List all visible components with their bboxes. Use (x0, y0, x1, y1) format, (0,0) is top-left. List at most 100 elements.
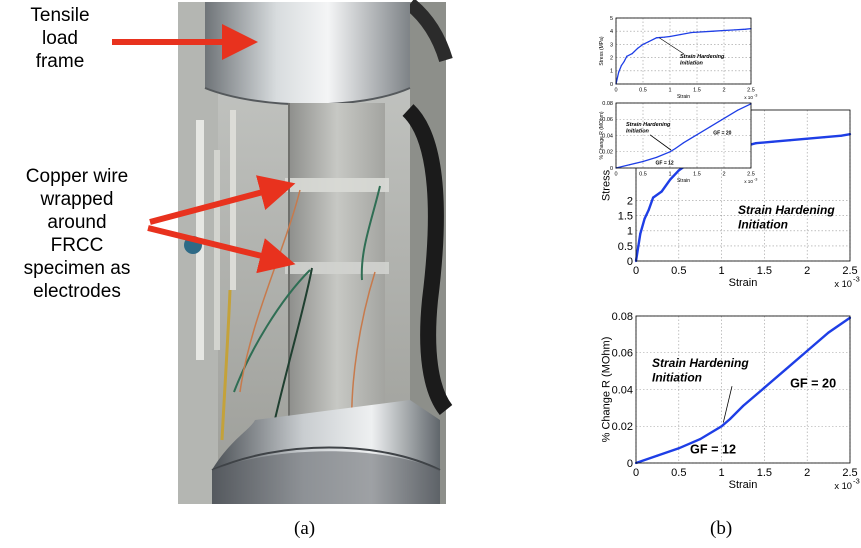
x-tick-label: 1 (719, 265, 725, 277)
data-line (615, 27, 752, 85)
y-tick-label: 0.06 (612, 348, 633, 360)
caption-a: (a) (294, 518, 316, 539)
tensile-label-line: load (42, 28, 78, 49)
x-tick-label: 0.5 (671, 265, 686, 277)
plot-area (616, 18, 751, 84)
axes-box (615, 17, 752, 85)
x-exponent: -3 (853, 477, 860, 486)
copper-arrow-upper (149, 175, 296, 225)
data-point (691, 31, 693, 34)
strain-hardening-label: Initiation (652, 370, 702, 384)
strain-hardening-label: Initiation (738, 217, 788, 231)
y-tick-label: 0.02 (602, 150, 613, 156)
x-exponent: -3 (754, 93, 757, 97)
data-point (763, 386, 766, 389)
data-point (620, 64, 623, 67)
x-axis-label: Strain (729, 277, 758, 289)
y-tick-label: 0 (610, 82, 613, 88)
strain-hardening-label: Initiation (680, 61, 704, 67)
y-tick-label: 1 (627, 226, 633, 238)
x-tick-label: 2.5 (842, 265, 857, 277)
gf-label: GF = 12 (655, 160, 673, 166)
data-point (631, 53, 633, 55)
x-tick-label: 0 (614, 172, 617, 178)
y-tick-label: 1.5 (618, 211, 633, 223)
data-line (615, 103, 752, 169)
data-point (677, 447, 680, 450)
data-point (699, 438, 702, 441)
x-tick-label: 1 (719, 467, 725, 479)
photo-frame (178, 0, 453, 504)
data-point (652, 196, 655, 199)
strain-hardening-label: Strain Hardening (652, 356, 749, 370)
data-point (682, 142, 685, 144)
data-point (784, 368, 787, 371)
caption-b: (b) (710, 518, 733, 539)
data-point (729, 417, 732, 420)
y-axis-label: % Change R (MOhm) (601, 337, 613, 443)
x-tick-label: 1.5 (693, 172, 701, 178)
copper-label-line: FRCC (50, 235, 104, 256)
copper-label-line: electrodes (33, 281, 121, 302)
x-tick-label: 2 (722, 88, 725, 94)
data-point (656, 454, 659, 457)
data-point (745, 28, 747, 30)
copper-label-line: Copper wire (25, 166, 129, 187)
x-tick-label: 2.5 (747, 88, 755, 94)
copper-wire-label: Copper wire wrapped around FRCC specimen… (2, 165, 152, 303)
y-tick-label: 0 (627, 256, 633, 268)
data-point (642, 43, 644, 46)
data-point (709, 125, 712, 128)
y-tick-label: 0.04 (602, 133, 613, 139)
chart-resistance-large: 0 0.5 1 1.5 2 2.5 0 0.02 0.04 0.06 0.08 Strain % Cha… (601, 311, 860, 491)
x-tick-label: 1.5 (693, 88, 701, 94)
y-tick-label: 0 (627, 458, 633, 470)
x-tick-label: 0.5 (639, 172, 647, 178)
x-tick-label: 1.5 (757, 265, 772, 277)
y-tick-label: 0.08 (602, 101, 613, 107)
data-point (664, 36, 666, 38)
data-point (647, 41, 650, 43)
data-point (655, 156, 658, 159)
annotation-arrow (649, 134, 672, 151)
data-point (712, 30, 714, 32)
y-axis-label: Stress (MPa) (599, 36, 605, 66)
data-point (701, 31, 704, 33)
data-point (626, 55, 628, 57)
y-tick-label: 0.5 (618, 241, 633, 253)
x-multiplier: x 10 (834, 481, 852, 491)
y-axis-label: Stress (601, 169, 613, 201)
x-tick-label: 0.5 (671, 467, 686, 479)
data-point (669, 178, 672, 181)
data-line (635, 316, 851, 465)
data-point (674, 147, 677, 150)
x-exponent: -3 (754, 177, 757, 181)
y-tick-label: 0.04 (612, 384, 633, 396)
data-point (823, 136, 826, 139)
gf-label: GF = 20 (790, 377, 836, 391)
data-point (840, 134, 843, 137)
copper-label-line: specimen as (23, 258, 131, 279)
copper-label-line: wrapped (40, 189, 114, 210)
y-tick-label: 2 (627, 195, 633, 207)
x-tick-label: 2 (804, 265, 810, 277)
annotation-arrow (659, 37, 685, 55)
data-point (754, 142, 757, 145)
data-point (618, 71, 620, 73)
y-tick-label: 0.08 (612, 311, 633, 323)
data-point (669, 35, 671, 38)
gf-label: GF = 20 (713, 131, 731, 137)
data-point (788, 139, 792, 142)
data-point (647, 208, 650, 211)
x-tick-label: 2.5 (747, 172, 755, 178)
copper-arrow-lower (147, 225, 296, 274)
y-tick-label: 5 (610, 16, 613, 22)
y-tick-label: 1 (610, 69, 613, 75)
data-point (669, 151, 671, 153)
data-point (696, 134, 698, 136)
data-point (741, 404, 745, 408)
x-axis-label: Strain (677, 94, 690, 100)
x-tick-label: 2.5 (842, 467, 857, 479)
data-point (660, 190, 663, 193)
